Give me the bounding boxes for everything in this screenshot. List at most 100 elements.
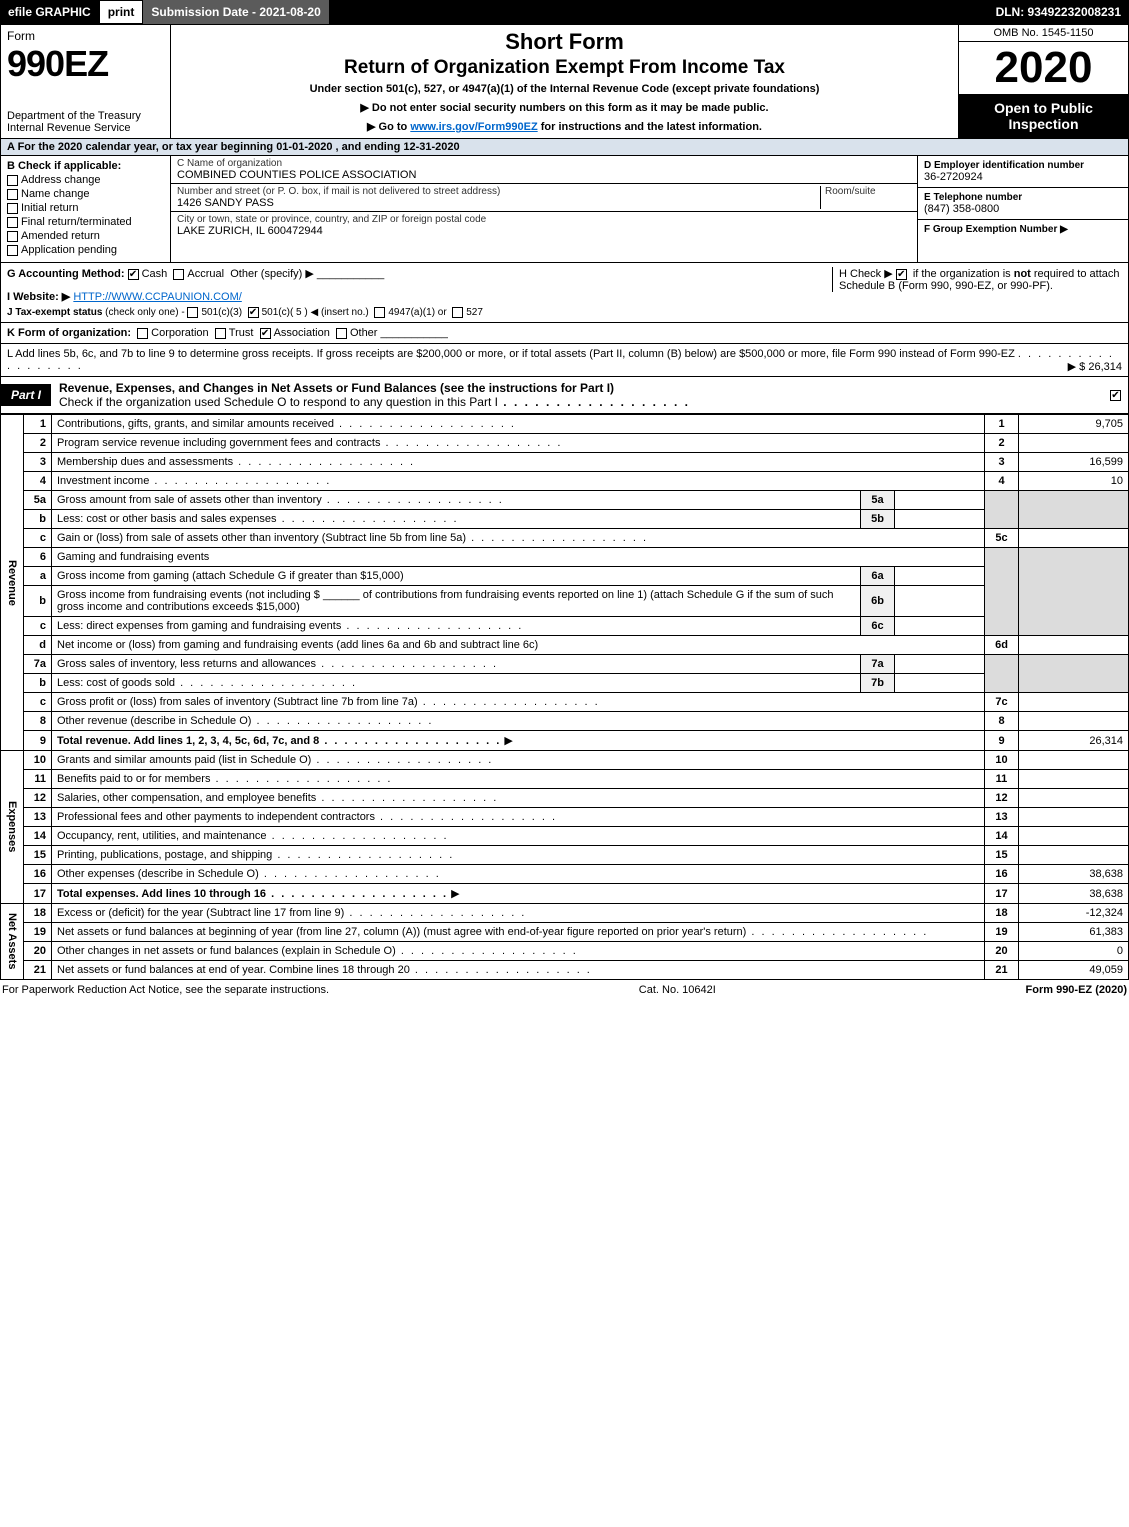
cb-corp[interactable] — [137, 328, 148, 339]
line-13: 13Professional fees and other payments t… — [1, 808, 1129, 827]
cb-schedule-b[interactable] — [896, 269, 907, 280]
tab-netassets: Net Assets — [1, 904, 24, 980]
line-16: 16Other expenses (describe in Schedule O… — [1, 865, 1129, 884]
l6a-subval — [895, 567, 985, 586]
l6d-txt: Net income or (loss) from gaming and fun… — [57, 639, 538, 651]
l16-amt: 38,638 — [1019, 865, 1129, 884]
cb-assoc[interactable] — [260, 328, 271, 339]
l6c-txt: Less: direct expenses from gaming and fu… — [57, 620, 523, 632]
l11-amt — [1019, 770, 1129, 789]
line-17: 17Total expenses. Add lines 10 through 1… — [1, 884, 1129, 904]
cb-trust[interactable] — [215, 328, 226, 339]
l9-txt: Total revenue. Add lines 1, 2, 3, 4, 5c,… — [57, 735, 501, 747]
link-post: for instructions and the latest informat… — [538, 121, 762, 133]
row-j: J Tax-exempt status (check only one) - 5… — [7, 307, 1122, 318]
form-word: Form — [7, 29, 164, 43]
room-lbl: Room/suite — [825, 186, 911, 197]
l21-amt: 49,059 — [1019, 961, 1129, 980]
part1-title: Revenue, Expenses, and Changes in Net As… — [51, 377, 1106, 413]
cb-address-change[interactable]: Address change — [7, 174, 164, 186]
irs-link[interactable]: www.irs.gov/Form990EZ — [410, 121, 537, 133]
cb-schedule-o-part1[interactable] — [1110, 390, 1121, 401]
l17-txt: Total expenses. Add lines 10 through 16 — [57, 888, 448, 900]
print-button[interactable]: print — [99, 0, 144, 24]
col-defh: D Employer identification number 36-2720… — [918, 156, 1128, 262]
l5b-txt: Less: cost or other basis and sales expe… — [57, 513, 459, 525]
org-name-lbl: C Name of organization — [177, 158, 911, 169]
l6b-txt: Gross income from fundraising events (no… — [57, 589, 834, 613]
tab-expenses: Expenses — [1, 751, 24, 904]
row-g-block: H Check ▶ if the organization is not req… — [0, 263, 1129, 323]
line-1: Revenue1Contributions, gifts, grants, an… — [1, 415, 1129, 434]
cb-amended-return[interactable]: Amended return — [7, 230, 164, 242]
l7b-txt: Less: cost of goods sold — [57, 677, 357, 689]
cb-name-change[interactable]: Name change — [7, 188, 164, 200]
efile-label: efile GRAPHIC — [0, 0, 99, 24]
goto-link-line: ▶ Go to www.irs.gov/Form990EZ for instru… — [177, 120, 952, 133]
cb-initial-return[interactable]: Initial return — [7, 202, 164, 214]
l6a-txt: Gross income from gaming (attach Schedul… — [57, 570, 404, 582]
l-text: L Add lines 5b, 6c, and 7b to line 9 to … — [7, 348, 1015, 360]
col-b-title: B Check if applicable: — [7, 160, 164, 172]
l19-txt: Net assets or fund balances at beginning… — [57, 926, 928, 938]
dln: DLN: 93492232008231 — [988, 0, 1129, 24]
h-not: not — [1014, 268, 1031, 280]
cb-other[interactable] — [336, 328, 347, 339]
header-left: Form 990EZ Department of the Treasury In… — [1, 25, 171, 138]
j-o3: 4947(a)(1) or — [388, 307, 446, 318]
k-assoc: Association — [274, 327, 330, 339]
line-6a: aGross income from gaming (attach Schedu… — [1, 567, 1129, 586]
ssn-note: ▶ Do not enter social security numbers o… — [177, 101, 952, 114]
cb-527[interactable] — [452, 307, 463, 318]
k-corp: Corporation — [151, 327, 208, 339]
j-o2: 501(c)( 5 ) ◀ (insert no.) — [262, 307, 369, 318]
cb-501c[interactable] — [248, 307, 259, 318]
inspect1: Open to Public — [963, 100, 1124, 116]
group-exempt-lbl: F Group Exemption Number ▶ — [924, 224, 1122, 235]
l7a-txt: Gross sales of inventory, less returns a… — [57, 658, 498, 670]
cb-application-pending[interactable]: Application pending — [7, 244, 164, 256]
line-15: 15Printing, publications, postage, and s… — [1, 846, 1129, 865]
addr-lbl: Number and street (or P. O. box, if mail… — [177, 186, 820, 197]
l17-amt: 38,638 — [1019, 884, 1129, 904]
line-9: 9Total revenue. Add lines 1, 2, 3, 4, 5c… — [1, 731, 1129, 751]
ein-cell: D Employer identification number 36-2720… — [918, 156, 1128, 188]
phone-cell: E Telephone number (847) 358-0800 — [918, 188, 1128, 220]
phone-val: (847) 358-0800 — [924, 203, 1122, 215]
l8-amt — [1019, 712, 1129, 731]
l21-txt: Net assets or fund balances at end of ye… — [57, 964, 592, 976]
form-number: 990EZ — [7, 43, 164, 85]
row-k: K Form of organization: Corporation Trus… — [0, 323, 1129, 344]
l10-txt: Grants and similar amounts paid (list in… — [57, 754, 493, 766]
city-lbl: City or town, state or province, country… — [177, 214, 911, 225]
l7b-subval — [895, 674, 985, 693]
l7a-subval — [895, 655, 985, 674]
inspect2: Inspection — [963, 116, 1124, 132]
line-5b: bLess: cost or other basis and sales exp… — [1, 510, 1129, 529]
link-pre: ▶ Go to — [367, 121, 410, 133]
cb-accrual[interactable] — [173, 269, 184, 280]
g-lbl: G Accounting Method: — [7, 268, 125, 280]
line-14: 14Occupancy, rent, utilities, and mainte… — [1, 827, 1129, 846]
h-mid: if the organization is — [910, 268, 1014, 280]
l7c-amt — [1019, 693, 1129, 712]
entity-block: B Check if applicable: Address change Na… — [0, 156, 1129, 263]
phone-lbl: E Telephone number — [924, 192, 1122, 203]
k-trust: Trust — [229, 327, 254, 339]
part1-sub: Check if the organization used Schedule … — [59, 395, 498, 409]
cb-4947[interactable] — [374, 307, 385, 318]
l3-txt: Membership dues and assessments — [57, 456, 415, 468]
g-accrual: Accrual — [187, 268, 224, 280]
l6d-amt — [1019, 636, 1129, 655]
cb-final-return[interactable]: Final return/terminated — [7, 216, 164, 228]
l5c-amt — [1019, 529, 1129, 548]
l7c-txt: Gross profit or (loss) from sales of inv… — [57, 696, 600, 708]
cb-cash[interactable] — [128, 269, 139, 280]
l14-amt — [1019, 827, 1129, 846]
website-link[interactable]: HTTP://WWW.CCPAUNION.COM/ — [73, 291, 241, 303]
l8-txt: Other revenue (describe in Schedule O) — [57, 715, 433, 727]
l5a-subval — [895, 491, 985, 510]
ein-lbl: D Employer identification number — [924, 160, 1122, 171]
l2-amt — [1019, 434, 1129, 453]
cb-501c3[interactable] — [187, 307, 198, 318]
